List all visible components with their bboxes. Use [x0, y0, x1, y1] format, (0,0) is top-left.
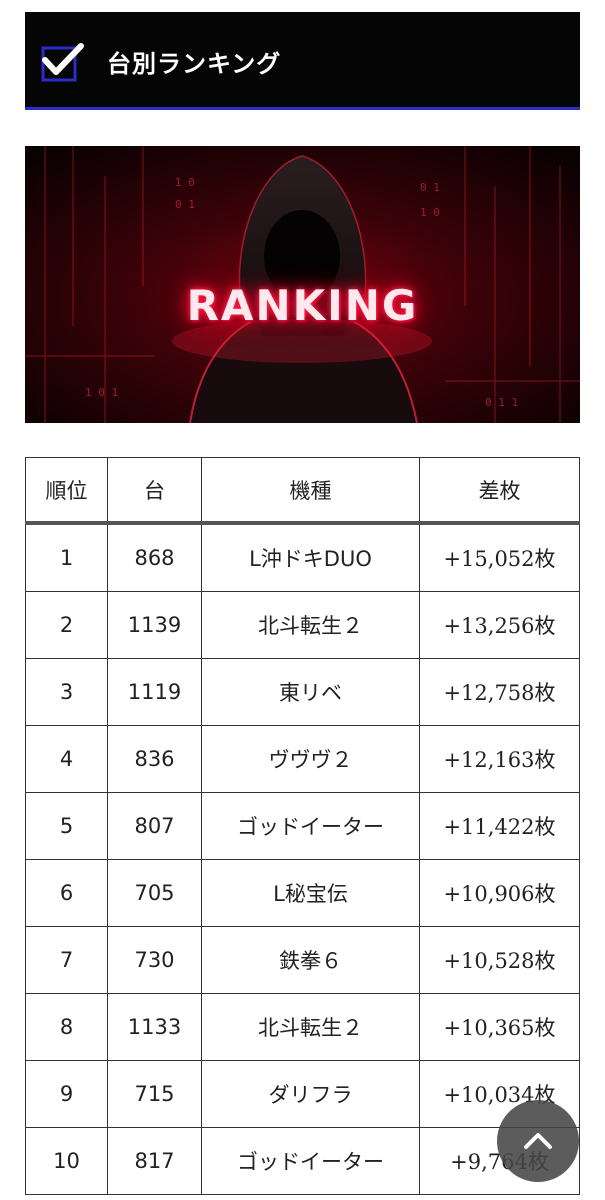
- scroll-to-top-button[interactable]: [497, 1100, 579, 1182]
- rank-cell: 5: [25, 792, 108, 860]
- table-row: 4 836 ヴヴヴ２ +12,163枚: [25, 725, 580, 793]
- svg-text:1 0: 1 0: [175, 176, 195, 189]
- machine-number-cell: 836: [107, 725, 202, 793]
- rank-cell: 4: [25, 725, 108, 793]
- ranking-banner-image: 1 0 0 1 0 1 1 0 1 0 1 0 1 1 RANKING: [25, 146, 580, 423]
- model-cell: 北斗転生２: [201, 993, 420, 1061]
- table-row: 1 868 L沖ドキDUO +15,052枚: [25, 522, 580, 592]
- rank-cell: 6: [25, 859, 108, 927]
- rank-cell: 3: [25, 658, 108, 726]
- machine-number-cell: 1139: [107, 591, 202, 659]
- ranking-table: 順位 台 機種 差枚 1 868 L沖ドキDUO +15,052枚 2 1139…: [25, 457, 580, 1195]
- banner-ranking-text: RANKING: [186, 281, 419, 330]
- model-cell: ゴッドイーター: [201, 1127, 420, 1195]
- table-row: 3 1119 東リベ +12,758枚: [25, 658, 580, 726]
- table-row: 8 1133 北斗転生２ +10,365枚: [25, 993, 580, 1061]
- coin-difference-cell: +13,256枚: [419, 591, 580, 659]
- checkbox-checked-icon: [41, 43, 84, 82]
- column-header-machine-number: 台: [107, 457, 202, 525]
- model-cell: ヴヴヴ２: [201, 725, 420, 793]
- machine-number-cell: 715: [107, 1060, 202, 1128]
- model-cell: 鉄拳６: [201, 926, 420, 994]
- table-row: 9 715 ダリフラ +10,034枚: [25, 1060, 580, 1128]
- svg-text:0 1: 0 1: [420, 181, 440, 194]
- table-row: 5 807 ゴッドイーター +11,422枚: [25, 792, 580, 860]
- machine-number-cell: 817: [107, 1127, 202, 1195]
- model-cell: 北斗転生２: [201, 591, 420, 659]
- model-cell: L沖ドキDUO: [201, 522, 420, 592]
- rank-cell: 1: [25, 522, 108, 592]
- rank-cell: 9: [25, 1060, 108, 1128]
- machine-number-cell: 705: [107, 859, 202, 927]
- svg-text:0 1: 0 1: [175, 198, 195, 211]
- rank-cell: 7: [25, 926, 108, 994]
- svg-text:1 0: 1 0: [420, 206, 440, 219]
- column-header-coin-difference: 差枚: [419, 457, 580, 525]
- model-cell: 東リベ: [201, 658, 420, 726]
- machine-number-cell: 730: [107, 926, 202, 994]
- machine-number-cell: 1119: [107, 658, 202, 726]
- table-row: 7 730 鉄拳６ +10,528枚: [25, 926, 580, 994]
- coin-difference-cell: +10,906枚: [419, 859, 580, 927]
- coin-difference-cell: +10,528枚: [419, 926, 580, 994]
- model-cell: L秘宝伝: [201, 859, 420, 927]
- coin-difference-cell: +12,163枚: [419, 725, 580, 793]
- chevron-up-icon: [524, 1133, 552, 1149]
- rank-cell: 10: [25, 1127, 108, 1195]
- model-cell: ダリフラ: [201, 1060, 420, 1128]
- section-title: 台別ランキング: [107, 50, 282, 78]
- coin-difference-cell: +10,365枚: [419, 993, 580, 1061]
- svg-text:1 0 1: 1 0 1: [85, 386, 118, 399]
- svg-text:0 1 1: 0 1 1: [485, 396, 518, 409]
- table-row: 2 1139 北斗転生２ +13,256枚: [25, 591, 580, 659]
- machine-number-cell: 868: [107, 522, 202, 592]
- coin-difference-cell: +11,422枚: [419, 792, 580, 860]
- rank-cell: 8: [25, 993, 108, 1061]
- section-header: 台別ランキング: [25, 12, 580, 110]
- column-header-rank: 順位: [25, 457, 108, 525]
- coin-difference-cell: +15,052枚: [419, 522, 580, 592]
- model-cell: ゴッドイーター: [201, 792, 420, 860]
- table-header-row: 順位 台 機種 差枚: [25, 457, 580, 525]
- column-header-model: 機種: [201, 457, 420, 525]
- coin-difference-cell: +12,758枚: [419, 658, 580, 726]
- hooded-figure-illustration: 1 0 0 1 0 1 1 0 1 0 1 0 1 1: [25, 146, 580, 423]
- rank-cell: 2: [25, 591, 108, 659]
- table-row: 6 705 L秘宝伝 +10,906枚: [25, 859, 580, 927]
- machine-number-cell: 1133: [107, 993, 202, 1061]
- machine-number-cell: 807: [107, 792, 202, 860]
